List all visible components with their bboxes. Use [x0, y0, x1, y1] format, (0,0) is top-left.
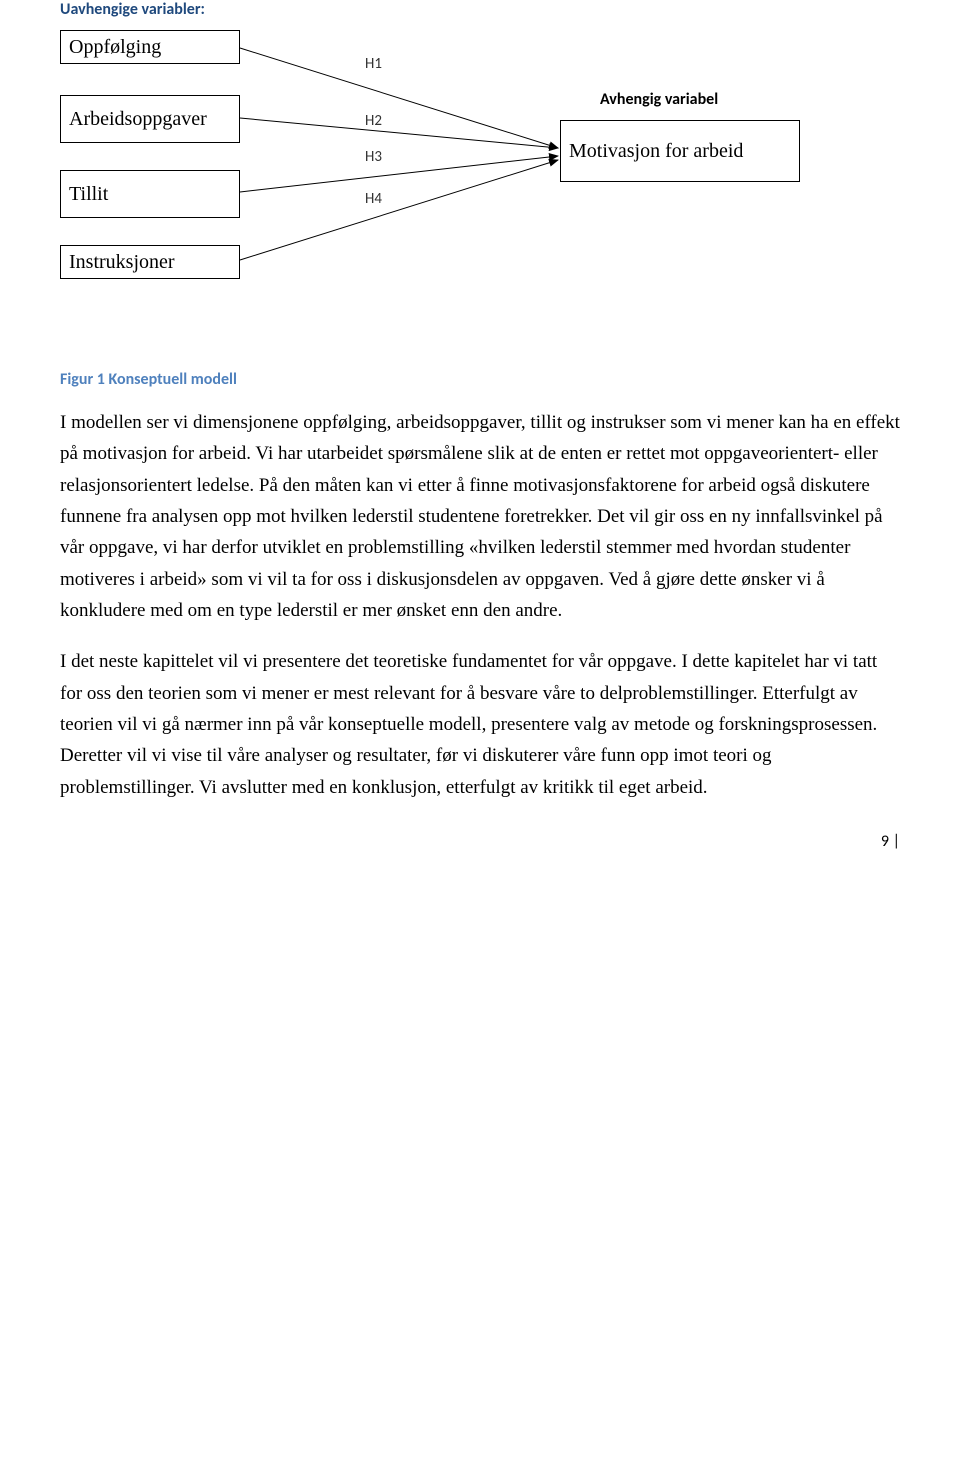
page-number: 9 |: [881, 832, 900, 851]
diagram-arrows: [60, 0, 900, 340]
paragraph-1: I modellen ser vi dimensjonene oppfølgin…: [60, 407, 900, 626]
body-text: I modellen ser vi dimensjonene oppfølgin…: [60, 407, 900, 803]
paragraph-2: I det neste kapittelet vil vi presentere…: [60, 646, 900, 803]
conceptual-model-diagram: Uavhengige variabler: Avhengig variabel …: [60, 0, 900, 340]
document-page: Uavhengige variabler: Avhengig variabel …: [0, 0, 960, 863]
figure-caption: Figur 1 Konseptuell modell: [60, 370, 900, 389]
